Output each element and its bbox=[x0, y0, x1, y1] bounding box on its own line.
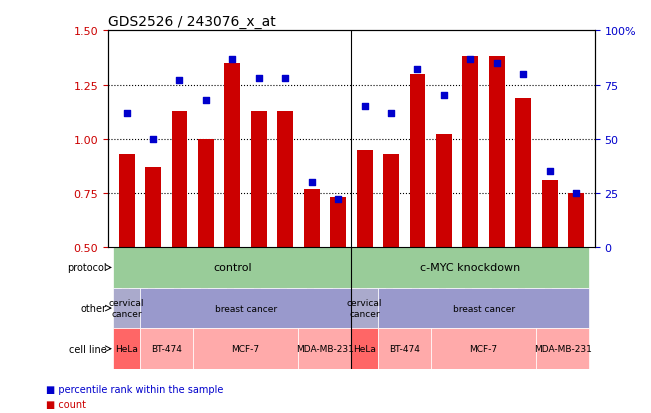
Bar bbox=[357, 150, 372, 356]
FancyBboxPatch shape bbox=[352, 247, 589, 288]
Bar bbox=[304, 189, 320, 356]
Point bbox=[359, 104, 370, 110]
Text: HeLa: HeLa bbox=[115, 344, 138, 354]
FancyBboxPatch shape bbox=[378, 288, 589, 329]
Text: breast cancer: breast cancer bbox=[452, 304, 515, 313]
FancyBboxPatch shape bbox=[431, 329, 536, 369]
FancyBboxPatch shape bbox=[298, 329, 352, 369]
Text: control: control bbox=[213, 263, 252, 273]
Point bbox=[307, 179, 317, 186]
Point bbox=[544, 169, 555, 175]
Text: cell line: cell line bbox=[69, 344, 107, 354]
Point bbox=[254, 76, 264, 82]
FancyBboxPatch shape bbox=[113, 329, 140, 369]
Point bbox=[121, 110, 132, 117]
Bar bbox=[145, 168, 161, 356]
Text: MCF-7: MCF-7 bbox=[232, 344, 260, 354]
FancyBboxPatch shape bbox=[352, 288, 378, 329]
Bar bbox=[172, 112, 187, 356]
Text: ■ count: ■ count bbox=[46, 399, 85, 409]
Point bbox=[492, 60, 502, 67]
Bar bbox=[225, 64, 240, 356]
Text: protocol: protocol bbox=[67, 263, 107, 273]
Text: HeLa: HeLa bbox=[353, 344, 376, 354]
Point bbox=[148, 136, 158, 143]
Text: breast cancer: breast cancer bbox=[215, 304, 277, 313]
FancyBboxPatch shape bbox=[113, 288, 140, 329]
Point bbox=[201, 97, 211, 104]
Bar bbox=[436, 135, 452, 356]
Point bbox=[227, 56, 238, 63]
FancyBboxPatch shape bbox=[113, 247, 352, 288]
Bar bbox=[489, 57, 505, 356]
Point bbox=[571, 190, 581, 197]
Point bbox=[280, 76, 290, 82]
FancyBboxPatch shape bbox=[140, 288, 352, 329]
Bar bbox=[462, 57, 478, 356]
Text: other: other bbox=[81, 303, 107, 313]
Bar bbox=[516, 98, 531, 356]
FancyBboxPatch shape bbox=[140, 329, 193, 369]
Bar bbox=[118, 154, 135, 356]
Point bbox=[518, 71, 529, 78]
Point bbox=[412, 67, 422, 74]
FancyBboxPatch shape bbox=[536, 329, 589, 369]
Text: MDA-MB-231: MDA-MB-231 bbox=[296, 344, 354, 354]
Point bbox=[386, 110, 396, 117]
Text: ■ percentile rank within the sample: ■ percentile rank within the sample bbox=[46, 385, 223, 394]
Bar bbox=[251, 112, 267, 356]
FancyBboxPatch shape bbox=[352, 329, 378, 369]
Bar bbox=[568, 193, 584, 356]
Point bbox=[174, 78, 185, 84]
Text: MCF-7: MCF-7 bbox=[469, 344, 497, 354]
Bar bbox=[277, 112, 293, 356]
Bar bbox=[409, 75, 425, 356]
Text: cervical
cancer: cervical cancer bbox=[347, 299, 382, 318]
Text: c-MYC knockdown: c-MYC knockdown bbox=[421, 263, 521, 273]
FancyBboxPatch shape bbox=[193, 329, 298, 369]
Point bbox=[439, 93, 449, 100]
Bar bbox=[330, 198, 346, 356]
Bar bbox=[198, 140, 214, 356]
Text: BT-474: BT-474 bbox=[151, 344, 182, 354]
Bar bbox=[542, 180, 558, 356]
Text: BT-474: BT-474 bbox=[389, 344, 420, 354]
Text: MDA-MB-231: MDA-MB-231 bbox=[534, 344, 592, 354]
Point bbox=[333, 197, 343, 203]
Bar bbox=[383, 154, 399, 356]
Text: cervical
cancer: cervical cancer bbox=[109, 299, 145, 318]
Point bbox=[465, 56, 476, 63]
Text: GDS2526 / 243076_x_at: GDS2526 / 243076_x_at bbox=[108, 15, 276, 29]
FancyBboxPatch shape bbox=[378, 329, 431, 369]
